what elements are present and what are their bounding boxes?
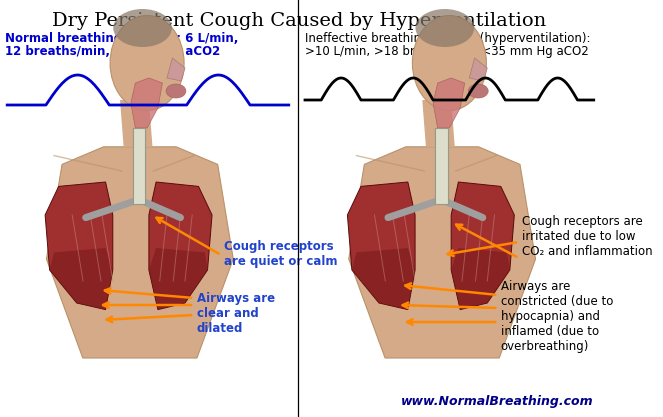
Polygon shape: [149, 182, 212, 309]
Ellipse shape: [113, 9, 172, 47]
Bar: [435, 128, 448, 204]
Polygon shape: [50, 248, 113, 309]
Polygon shape: [469, 58, 487, 81]
Text: Cough receptors are
irritated due to low
CO₂ and inflammation: Cough receptors are irritated due to low…: [522, 215, 652, 258]
Polygon shape: [451, 182, 514, 309]
Polygon shape: [45, 182, 113, 309]
Text: 12 breaths/min, 40 mm Hg aCO2: 12 breaths/min, 40 mm Hg aCO2: [5, 45, 219, 58]
Text: Airways are
clear and
dilated: Airways are clear and dilated: [197, 292, 275, 335]
Polygon shape: [149, 248, 208, 309]
Polygon shape: [46, 147, 233, 358]
Ellipse shape: [110, 15, 184, 111]
Text: Ineffective breathing pattern (hyperventilation):: Ineffective breathing pattern (hypervent…: [305, 32, 591, 45]
Bar: [133, 128, 145, 204]
Polygon shape: [349, 147, 536, 358]
Text: Airways are
constricted (due to
hypocapnia) and
inflamed (due to
overbreathing): Airways are constricted (due to hypocapn…: [501, 280, 613, 353]
Text: >10 L/min, >18 breaths/min, <35 mm Hg aCO2: >10 L/min, >18 breaths/min, <35 mm Hg aC…: [305, 45, 589, 58]
Text: Normal breathing pattern: 6 L/min,: Normal breathing pattern: 6 L/min,: [5, 32, 238, 45]
Polygon shape: [131, 78, 162, 128]
Polygon shape: [347, 182, 415, 309]
Polygon shape: [352, 248, 415, 309]
Text: Dry Persistent Cough Caused by Hyperventilation: Dry Persistent Cough Caused by Hypervent…: [52, 12, 546, 30]
Ellipse shape: [412, 15, 487, 111]
Bar: [133, 128, 145, 204]
Ellipse shape: [468, 84, 488, 98]
Bar: [435, 128, 448, 204]
Polygon shape: [451, 248, 510, 309]
Polygon shape: [433, 78, 465, 128]
Ellipse shape: [166, 84, 186, 98]
Polygon shape: [167, 58, 185, 81]
Ellipse shape: [416, 9, 474, 47]
Text: www.NormalBreathing.com: www.NormalBreathing.com: [401, 395, 594, 408]
Text: Cough receptors
are quiet or calm: Cough receptors are quiet or calm: [224, 240, 337, 268]
Polygon shape: [422, 100, 455, 147]
Polygon shape: [120, 100, 152, 147]
